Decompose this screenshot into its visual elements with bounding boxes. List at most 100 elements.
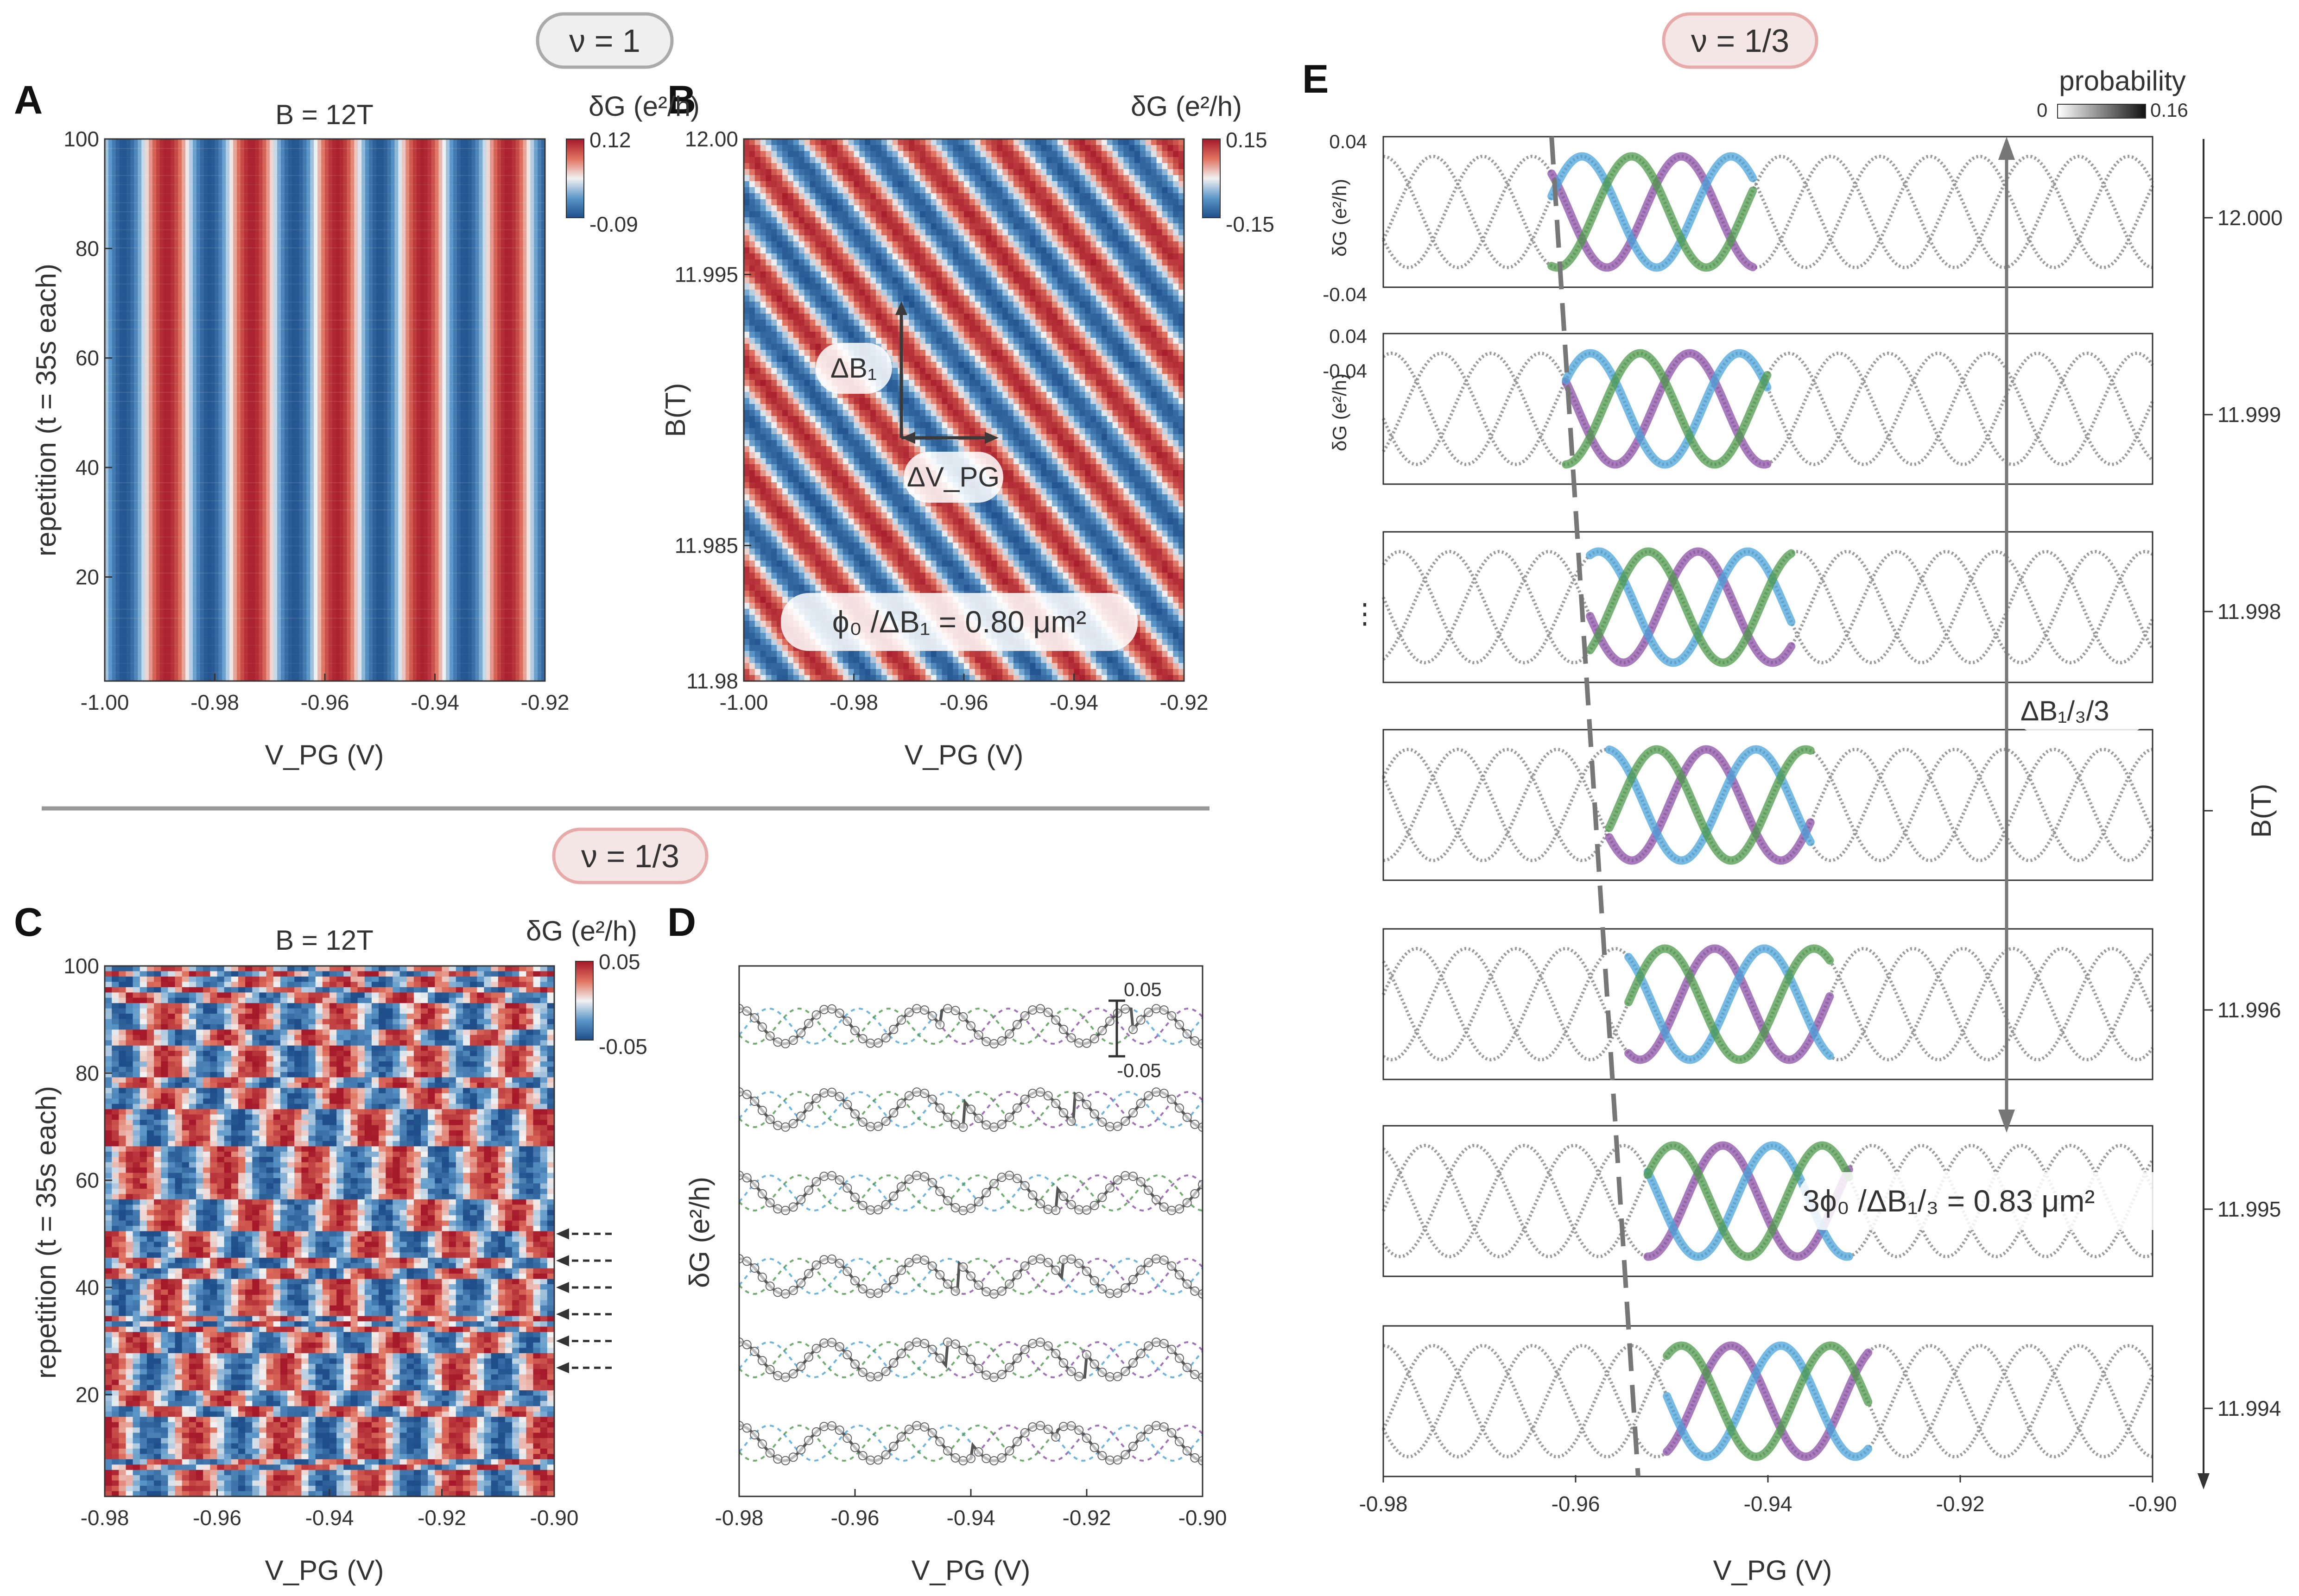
- heat-cell-b: [821, 464, 827, 471]
- heat-cell-b: [1024, 302, 1031, 308]
- heat-cell-b: [1085, 332, 1091, 338]
- heat-cell-b: [798, 205, 805, 212]
- heat-col-a: [174, 139, 179, 681]
- heat-cell-b: [1151, 235, 1157, 242]
- heat-cell-b: [1013, 374, 1020, 380]
- heat-cell-b: [1079, 259, 1086, 266]
- heat-cell-b: [931, 157, 937, 164]
- heat-cell-b: [870, 404, 876, 410]
- heat-cell-b: [804, 278, 811, 284]
- heat-cell-b: [876, 247, 882, 254]
- heat-cell-b: [744, 175, 750, 182]
- heat-cell-b: [744, 404, 750, 410]
- heat-cell-b: [1057, 284, 1064, 290]
- heat-cell-b: [749, 362, 755, 368]
- heat-cell-b: [842, 470, 849, 477]
- heat-cell-b: [1112, 314, 1119, 320]
- heat-cell-b: [744, 416, 750, 423]
- heat-cell-b: [749, 452, 755, 459]
- heat-cell-b: [1096, 476, 1102, 483]
- heat-cell-b: [931, 271, 937, 278]
- heat-cell-b: [953, 157, 959, 164]
- heat-cell-b: [1008, 410, 1014, 416]
- heat-cell-b: [1140, 211, 1146, 218]
- heat-cell-b: [975, 326, 981, 332]
- heat-cell-b: [1052, 284, 1058, 290]
- heat-cell-b: [876, 410, 882, 416]
- heat-cell-b: [1068, 205, 1075, 212]
- heat-cell-b: [1156, 326, 1163, 332]
- heat-cell-b: [997, 187, 1003, 194]
- heat-cell-b: [1030, 356, 1036, 362]
- heat-cell-b: [942, 416, 948, 423]
- heat-cell-b: [832, 169, 838, 176]
- heat-col-a: [358, 139, 362, 681]
- heat-cell-b: [1101, 308, 1108, 314]
- heat-cell-b: [931, 338, 937, 344]
- heat-cell-b: [804, 446, 811, 453]
- heat-cell-b: [1030, 308, 1036, 314]
- heat-cell-b: [1173, 145, 1179, 151]
- heat-cell-b: [1173, 350, 1179, 356]
- heat-cell-b: [782, 139, 788, 145]
- heat-cell-b: [953, 392, 959, 398]
- heat-cell-b: [1140, 278, 1146, 284]
- heat-cell-b: [1024, 175, 1031, 182]
- heat-cell-b: [1134, 440, 1140, 447]
- heat-cell-b: [1162, 332, 1168, 338]
- heat-cell-b: [1129, 278, 1135, 284]
- heat-cell-b: [1046, 476, 1052, 483]
- heat-cell-b: [1134, 314, 1140, 320]
- heat-cell-b: [771, 181, 778, 188]
- noise-row-a: [105, 410, 545, 411]
- heat-cell-b: [1024, 458, 1031, 465]
- heat-cell-b: [1008, 332, 1014, 338]
- heat-cell-b: [1167, 259, 1174, 266]
- heat-cell-b: [1079, 422, 1086, 429]
- heat-cell-b: [1057, 422, 1064, 429]
- heat-cell-b: [1129, 434, 1135, 441]
- heat-cell-b: [914, 428, 920, 435]
- heat-cell-b: [810, 338, 816, 344]
- heat-cell-b: [744, 356, 750, 362]
- heat-cell-b: [1096, 314, 1102, 320]
- heat-cell-b: [760, 139, 766, 145]
- heat-cell-b: [1096, 422, 1102, 429]
- heatmap-a: [105, 139, 545, 681]
- heat-cell-b: [760, 350, 766, 356]
- heat-cell-b: [991, 157, 998, 164]
- heat-cell-b: [842, 223, 849, 230]
- heat-cell-b: [1008, 169, 1014, 176]
- heat-cell-b: [909, 332, 915, 338]
- heat-cell-b: [1145, 344, 1152, 350]
- heat-cell-b: [936, 217, 943, 224]
- heat-cell-b: [1123, 157, 1130, 164]
- heat-cell-b: [1129, 422, 1135, 429]
- heat-cell-b: [777, 434, 783, 441]
- nu-label-top-left: ν = 1: [569, 23, 640, 59]
- heat-cell-b: [925, 320, 931, 326]
- heat-cell-b: [798, 482, 805, 489]
- heat-cell-b: [837, 259, 843, 266]
- heat-cell-b: [1156, 169, 1163, 176]
- heat-cell-b: [997, 296, 1003, 302]
- heat-cell-b: [1085, 284, 1091, 290]
- heat-cell-b: [754, 464, 761, 471]
- heat-cell-b: [1079, 386, 1086, 392]
- heat-cell-b: [777, 362, 783, 368]
- heat-cell-b: [870, 338, 876, 344]
- heat-cell-b: [1134, 235, 1140, 242]
- heat-cell-b: [942, 193, 948, 200]
- heat-cell-b: [754, 470, 761, 477]
- heat-cell-b: [958, 271, 964, 278]
- heat-cell-b: [1057, 308, 1064, 314]
- heat-cell-b: [754, 434, 761, 441]
- heat-cell-b: [1101, 392, 1108, 398]
- heat-cell-b: [958, 241, 964, 248]
- heat-cell-b: [1162, 428, 1168, 435]
- heat-cell-b: [1096, 278, 1102, 284]
- heat-cell-b: [1107, 253, 1113, 260]
- heat-cell-b: [777, 271, 783, 278]
- heat-cell-b: [1024, 368, 1031, 374]
- heat-cell-b: [870, 290, 876, 296]
